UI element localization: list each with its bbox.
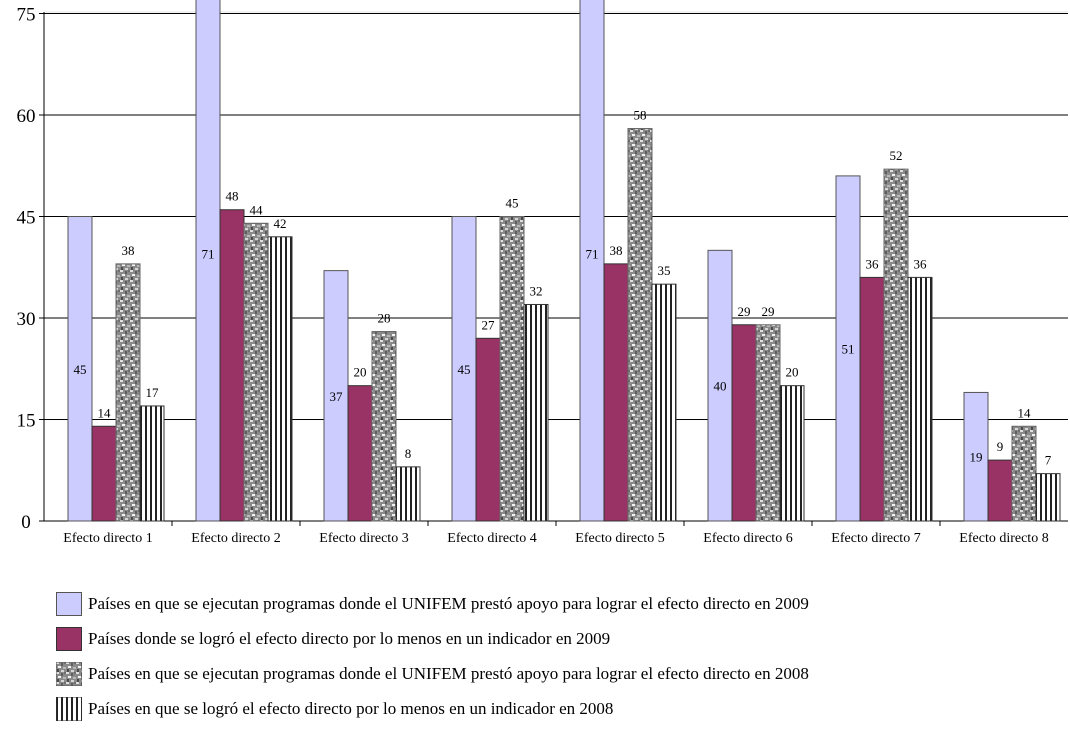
legend: Países en que se ejecutan programas dond… [56, 592, 809, 732]
legend-label-2009-support: Países en que se ejecutan programas dond… [88, 594, 809, 613]
bar [267, 236, 293, 522]
x-category-label: Efecto directo 3 [319, 531, 408, 546]
x-category-label: Efecto directo 4 [447, 531, 536, 546]
bar-chart: 0 15 30 45 60 75 Efecto directo 1 Efecto direct… [17, 0, 1068, 546]
bar [779, 385, 805, 522]
bars [67, 0, 1061, 522]
data-label: 71 [202, 247, 215, 262]
bar [323, 270, 349, 522]
data-label: 38 [122, 243, 135, 258]
bar [1011, 425, 1037, 522]
bar [883, 168, 909, 522]
bar [243, 222, 269, 522]
legend-item-2009-achieved: Países donde se logró el efecto directo … [56, 627, 809, 651]
legend-swatch-2009-achieved [56, 627, 82, 651]
data-label: 45 [506, 196, 519, 211]
bar [347, 385, 373, 522]
data-label: 32 [530, 283, 543, 298]
data-label: 9 [997, 439, 1004, 454]
bar [651, 283, 677, 522]
bar [963, 391, 989, 522]
legend-label-2008-achieved: Países en que se logró el efecto directo… [88, 699, 614, 718]
data-label: 27 [482, 317, 496, 332]
data-label: 36 [866, 256, 880, 271]
data-label: 14 [98, 405, 112, 420]
data-label: 40 [714, 379, 727, 394]
bar [115, 263, 141, 522]
y-tick-label: 15 [17, 411, 36, 432]
x-category-label: Efecto directo 5 [575, 531, 664, 546]
legend-item-2008-support: Países en que se ejecutan programas dond… [56, 662, 809, 686]
data-label: 48 [226, 189, 239, 204]
bar [395, 466, 421, 522]
data-label: 44 [250, 202, 264, 217]
bar [219, 209, 245, 522]
data-label: 37 [330, 389, 344, 404]
bar [707, 249, 733, 522]
x-category-label: Efecto directo 2 [191, 531, 280, 546]
bar [987, 459, 1013, 522]
y-tick-label: 75 [17, 5, 36, 26]
bar [731, 324, 757, 522]
data-label: 45 [74, 362, 87, 377]
legend-item-2009-support: Países en que se ejecutan programas dond… [56, 592, 809, 616]
y-tick-label: 45 [17, 208, 36, 229]
data-label: 38 [610, 243, 623, 258]
data-label: 8 [405, 446, 412, 461]
bar [91, 425, 117, 522]
legend-swatch-2008-achieved [56, 697, 82, 721]
bar [139, 405, 165, 522]
bar [451, 216, 477, 522]
data-label: 20 [786, 365, 799, 380]
y-tick-label: 30 [17, 309, 36, 330]
x-category-label: Efecto directo 1 [63, 531, 152, 546]
data-label: 29 [738, 304, 751, 319]
data-label: 58 [634, 108, 647, 123]
legend-label-2009-achieved: Países donde se logró el efecto directo … [88, 629, 611, 648]
y-tick-label: 0 [21, 512, 31, 533]
bar [627, 128, 653, 522]
bar [755, 324, 781, 522]
bar [603, 263, 629, 522]
bar [835, 175, 861, 522]
data-label: 17 [146, 385, 160, 400]
bar [1035, 473, 1061, 522]
x-category-label: Efecto directo 7 [831, 531, 920, 546]
bar [907, 276, 933, 522]
bar [67, 216, 93, 522]
data-label: 20 [354, 365, 367, 380]
data-label: 52 [890, 148, 903, 163]
bar [475, 337, 501, 522]
data-label: 35 [658, 263, 671, 278]
data-labels: 45 14 38 17 71 48 44 42 37 20 28 8 45 27 45 32 71 38 58 35 4… [74, 108, 1052, 468]
bar [371, 331, 397, 522]
legend-swatch-2008-support [56, 662, 82, 686]
data-label: 71 [586, 247, 599, 262]
data-label: 51 [842, 341, 855, 356]
bar [579, 0, 605, 522]
legend-label-2008-support: Países en que se ejecutan programas dond… [88, 664, 809, 683]
data-label: 29 [762, 304, 775, 319]
legend-item-2008-achieved: Países en que se logró el efecto directo… [56, 697, 809, 721]
bar [523, 303, 549, 522]
data-label: 42 [274, 216, 287, 231]
data-label: 19 [970, 450, 983, 465]
data-label: 28 [378, 311, 391, 326]
data-label: 14 [1018, 405, 1032, 420]
bar [859, 276, 885, 522]
legend-swatch-2009-support [56, 592, 82, 616]
data-label: 45 [458, 362, 471, 377]
bar [499, 216, 525, 522]
data-label: 36 [914, 256, 928, 271]
data-label: 7 [1045, 453, 1052, 468]
bar [195, 0, 221, 522]
x-category-label: Efecto directo 6 [703, 531, 792, 546]
y-tick-label: 60 [17, 106, 36, 127]
x-category-label: Efecto directo 8 [959, 531, 1048, 546]
